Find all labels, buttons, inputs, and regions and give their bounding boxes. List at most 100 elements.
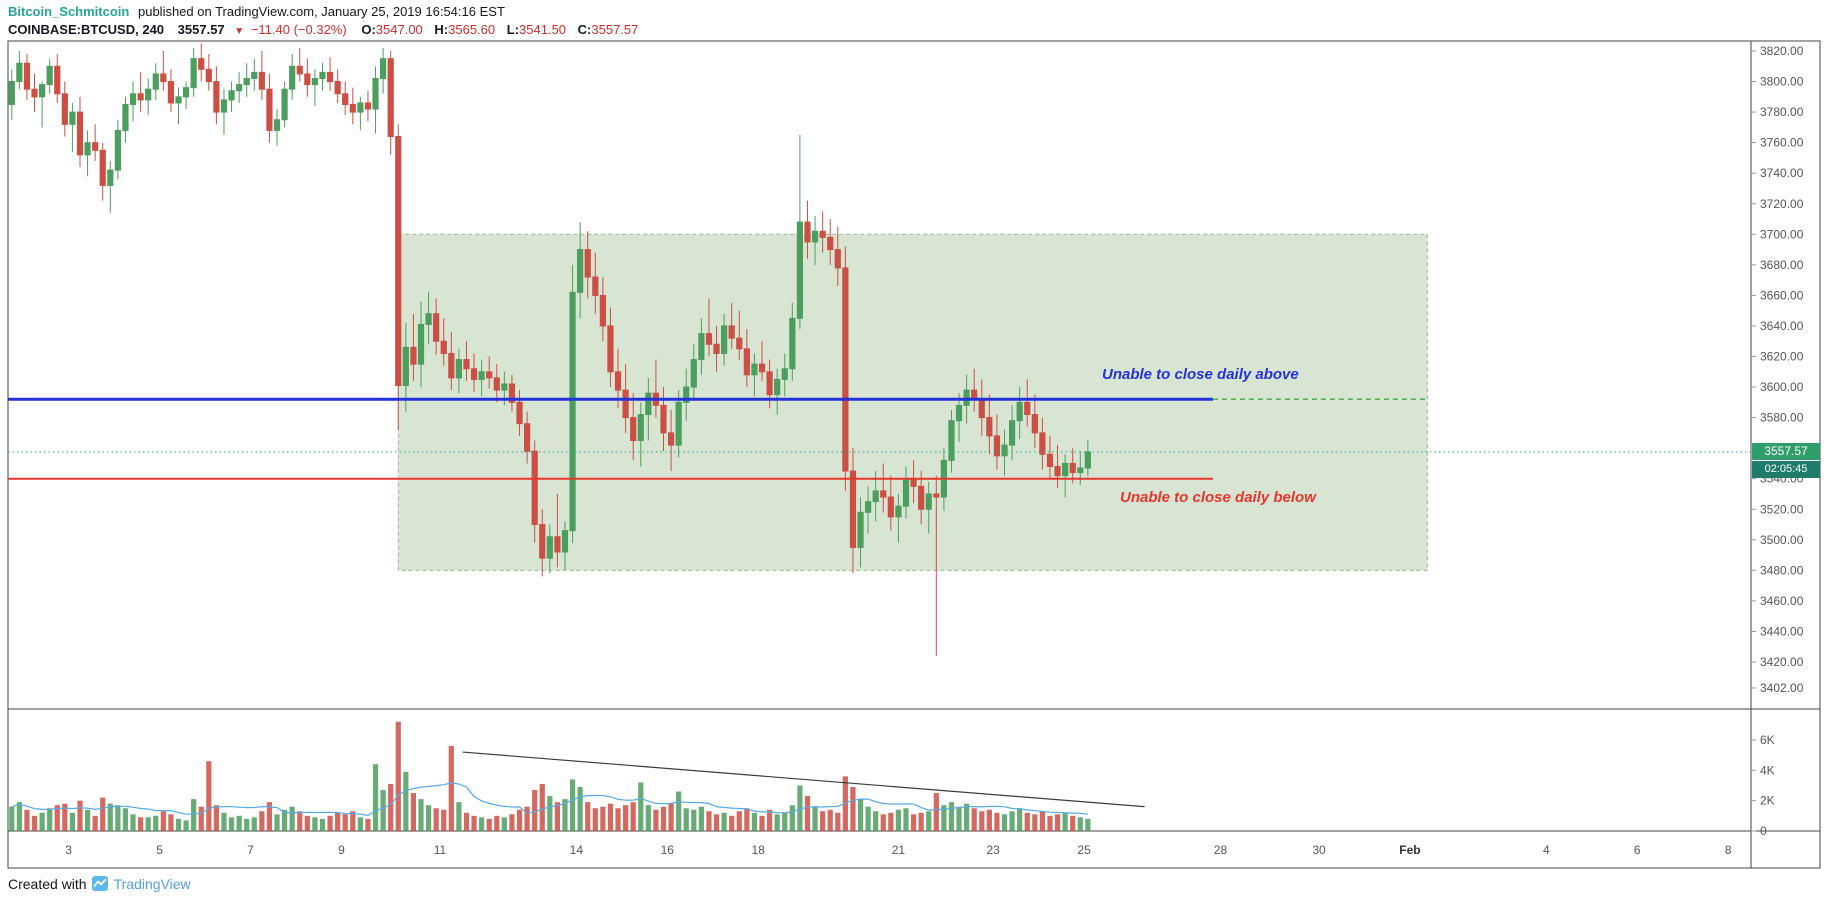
candle: [342, 93, 349, 105]
candle: [561, 530, 569, 553]
candle: [880, 490, 887, 498]
candle: [978, 398, 985, 419]
volume-trendline-drawing[interactable]: [462, 751, 1145, 808]
candle: [622, 389, 629, 419]
candle: [751, 363, 758, 376]
volume-bar: [835, 812, 841, 831]
candle: [918, 485, 925, 510]
volume-bar: [433, 808, 439, 831]
volume-bar: [342, 814, 348, 831]
candle: [220, 99, 228, 113]
volume-bar: [410, 793, 417, 831]
volume-bar: [630, 802, 636, 831]
volume-bar: [198, 806, 204, 831]
volume-bar: [592, 808, 598, 831]
footer: Created with TradingView: [8, 875, 191, 892]
candle: [433, 313, 440, 342]
volume-bar: [691, 809, 697, 831]
volume-bar: [380, 790, 386, 831]
candle: [190, 58, 197, 89]
candle: [137, 93, 144, 101]
time-axis-label: 16: [661, 843, 675, 857]
volume-bar: [979, 811, 985, 831]
publish-header: Bitcoin_Schmitcoin published on TradingV…: [8, 4, 505, 19]
candles-layer: [8, 43, 1091, 656]
volume-bar: [585, 802, 591, 831]
range-box-drawing[interactable]: [397, 233, 1428, 571]
volume-bar: [24, 809, 30, 831]
candle: [152, 73, 159, 90]
volume-bar: [350, 811, 356, 831]
published-info: published on TradingView.com, January 25…: [137, 4, 505, 19]
candle: [236, 84, 243, 92]
volume-bar: [562, 799, 568, 831]
candle: [834, 249, 841, 269]
author-link[interactable]: Bitcoin_Schmitcoin: [8, 4, 130, 19]
volume-bar: [145, 817, 151, 831]
candle: [417, 323, 425, 365]
tradingview-brand-link[interactable]: TradingView: [113, 875, 191, 892]
time-axis-label: 7: [247, 843, 254, 857]
candle: [39, 84, 46, 98]
close-label: C:: [577, 22, 592, 37]
candle: [948, 420, 955, 461]
volume-bar: [607, 803, 614, 831]
volume-bar: [357, 817, 363, 831]
candle: [470, 368, 478, 380]
volume-bar: [956, 806, 962, 831]
time-axis-label: 18: [752, 843, 766, 857]
volume-bar: [910, 814, 917, 831]
volume-bar: [623, 805, 629, 831]
price-axis-label: 3740.00: [1760, 166, 1804, 180]
candle: [804, 221, 811, 243]
volume-bar: [289, 806, 295, 831]
volume-bar: [441, 809, 447, 831]
candle: [228, 90, 235, 101]
volume-bar: [600, 806, 606, 831]
volume-bar: [77, 800, 83, 831]
candle: [592, 276, 599, 296]
high-value: 3565.60: [448, 22, 496, 37]
candle: [660, 404, 667, 434]
volume-bar: [880, 814, 886, 831]
countdown-badge: 02:05:45: [1752, 461, 1820, 478]
volume-bar: [721, 812, 727, 831]
volume-bar: [729, 815, 735, 831]
price-axis-label: 3440.00: [1760, 624, 1804, 638]
annotation-below-support[interactable]: Unable to close daily below: [1120, 489, 1316, 506]
candle: [54, 65, 61, 95]
volume-bar: [1039, 811, 1045, 831]
volume-bar: [532, 790, 538, 831]
volume-bar: [554, 802, 561, 831]
candle: [372, 77, 379, 110]
volume-bar: [759, 815, 765, 831]
volume-bar: [84, 809, 91, 831]
candle: [425, 313, 432, 325]
high-label: H:: [434, 22, 449, 37]
volume-bar: [509, 814, 515, 831]
candle: [463, 359, 470, 370]
volume-bar: [994, 812, 1000, 831]
candle: [531, 450, 538, 526]
candle: [1039, 432, 1046, 455]
tradingview-logo-icon[interactable]: [91, 875, 109, 892]
volume-bar: [971, 808, 977, 831]
volume-bar: [615, 808, 621, 831]
annotation-above-resistance[interactable]: Unable to close daily above: [1102, 366, 1299, 383]
volume-layer: [9, 721, 1145, 831]
symbol-interval-label: COINBASE:BTCUSD, 240: [8, 22, 165, 37]
volume-bar: [1070, 815, 1076, 831]
price-axis-label: 3800.00: [1760, 75, 1804, 89]
volume-bar: [774, 814, 780, 831]
price-axis-label: 3600.00: [1760, 380, 1804, 394]
close-value: 3557.57: [591, 22, 639, 37]
candle: [182, 87, 190, 98]
candle: [584, 249, 591, 278]
time-axis-label: 5: [156, 843, 163, 857]
candle: [667, 432, 675, 446]
time-axis-label: 23: [986, 843, 1000, 857]
candle: [1054, 465, 1061, 477]
volume-bar: [850, 786, 856, 831]
price-axis-label: 3402.00: [1760, 681, 1804, 695]
